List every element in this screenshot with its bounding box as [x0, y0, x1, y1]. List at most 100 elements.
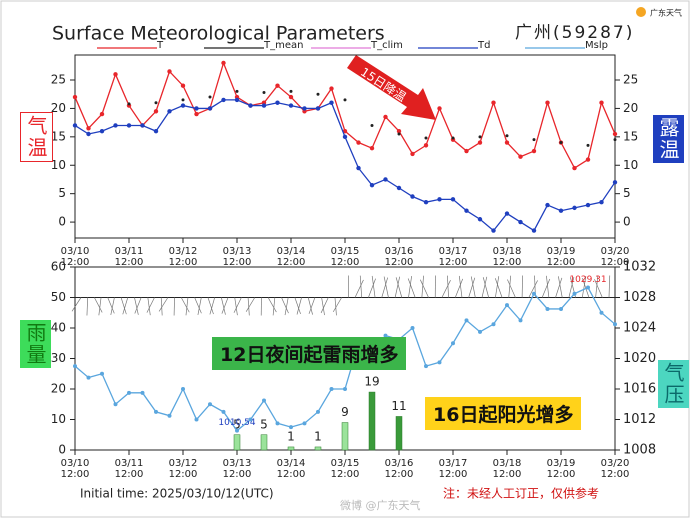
wind-barb [494, 278, 503, 298]
wind-barb [110, 297, 115, 315]
legend-label: T_clim [370, 40, 403, 51]
y2-tick-label: 1032 [623, 260, 656, 275]
wind-barb [407, 278, 416, 298]
wind-barb [468, 277, 476, 298]
series-point [154, 101, 158, 105]
series-point [234, 97, 240, 103]
series-point [194, 417, 199, 422]
series-point [72, 123, 78, 128]
series-point [437, 360, 442, 365]
series-point [356, 165, 361, 171]
series-point [369, 146, 375, 151]
series-point [518, 154, 523, 159]
series-point [99, 128, 105, 134]
x-tick-label: 03/10 12:00 [60, 246, 90, 268]
wind-barb [267, 297, 277, 313]
rain-label: 雨量 [20, 320, 51, 368]
series-point [194, 111, 199, 117]
wind-barb [454, 278, 464, 298]
series-point [248, 103, 253, 108]
x-tick-label: 03/19 12:00 [546, 458, 576, 480]
y2-tick-label: 1008 [623, 443, 656, 458]
series-point [383, 177, 388, 182]
series-point [342, 128, 348, 134]
series-point [451, 341, 455, 346]
wind-barb [394, 276, 401, 298]
wind-barb [107, 297, 115, 314]
note: 注：未经人工订正，仅供参考 [443, 486, 599, 501]
series-point [153, 128, 159, 134]
series-point [410, 194, 415, 199]
series-point [491, 322, 496, 327]
wind-barb [197, 297, 202, 316]
wind-barb [321, 297, 325, 316]
wind-barb [247, 297, 250, 316]
series-point [477, 217, 483, 222]
wind-barb [558, 276, 563, 298]
series-point [437, 197, 442, 202]
series-point [167, 413, 172, 418]
wind-barb [221, 297, 229, 314]
series-point [86, 375, 91, 380]
y-tick-label: 0 [58, 215, 66, 229]
rain-bar [287, 446, 295, 451]
y2-tick-label: 1020 [623, 351, 656, 366]
series-point [464, 148, 469, 154]
series-point [261, 103, 267, 108]
wind-barb [594, 279, 603, 298]
bar-label: 9 [341, 405, 349, 419]
series-point [127, 102, 131, 106]
wind-barb [582, 277, 590, 298]
y-tick-label: 20 [51, 382, 66, 396]
wind-barb [180, 297, 190, 313]
series-point [450, 197, 456, 202]
x-tick-label: 03/16 12:00 [384, 458, 414, 480]
y2-tick-label: 10 [623, 158, 638, 172]
series-point [613, 138, 617, 142]
series-point [572, 165, 577, 171]
series-point [72, 94, 78, 100]
series-point [423, 199, 429, 205]
wind-barb [383, 276, 389, 298]
series-point [491, 100, 496, 105]
y-tick-label: 60 [51, 260, 66, 274]
series-point [572, 205, 577, 211]
series-point [288, 94, 294, 100]
series-point [180, 83, 186, 88]
series-point [329, 100, 334, 105]
y-tick-label: 5 [58, 186, 66, 200]
x-tick-label: 03/12 12:00 [168, 458, 198, 480]
x-tick-label: 03/20 12:00 [600, 458, 630, 480]
series-point [289, 425, 293, 430]
wind-barb [595, 275, 599, 298]
series-point [613, 322, 617, 327]
wind-barb [98, 297, 102, 316]
wind-barb [146, 297, 155, 313]
wind-barb [194, 297, 202, 314]
plot-frame [74, 54, 616, 239]
wind-barb [272, 297, 276, 316]
series-point [342, 134, 348, 140]
series-point [383, 114, 388, 120]
wind-barb [581, 276, 587, 298]
wind-barb [334, 297, 337, 316]
series-point [113, 123, 118, 128]
series-point [262, 398, 266, 403]
series-point [518, 219, 523, 225]
series-point [275, 100, 280, 105]
wind-barb [147, 297, 151, 316]
series-point [397, 132, 401, 136]
wind-barb [421, 275, 424, 298]
series-point [559, 141, 563, 145]
x-tick-label: 03/20 12:00 [600, 246, 630, 268]
series-point [531, 228, 537, 233]
wind-barb [371, 275, 376, 298]
series-point [558, 208, 564, 213]
wind-barb [320, 297, 329, 314]
rain-bar [233, 434, 241, 451]
series-point [221, 97, 226, 103]
series-point [478, 329, 482, 334]
wind-barb [308, 297, 316, 314]
wind-barb [209, 297, 216, 315]
